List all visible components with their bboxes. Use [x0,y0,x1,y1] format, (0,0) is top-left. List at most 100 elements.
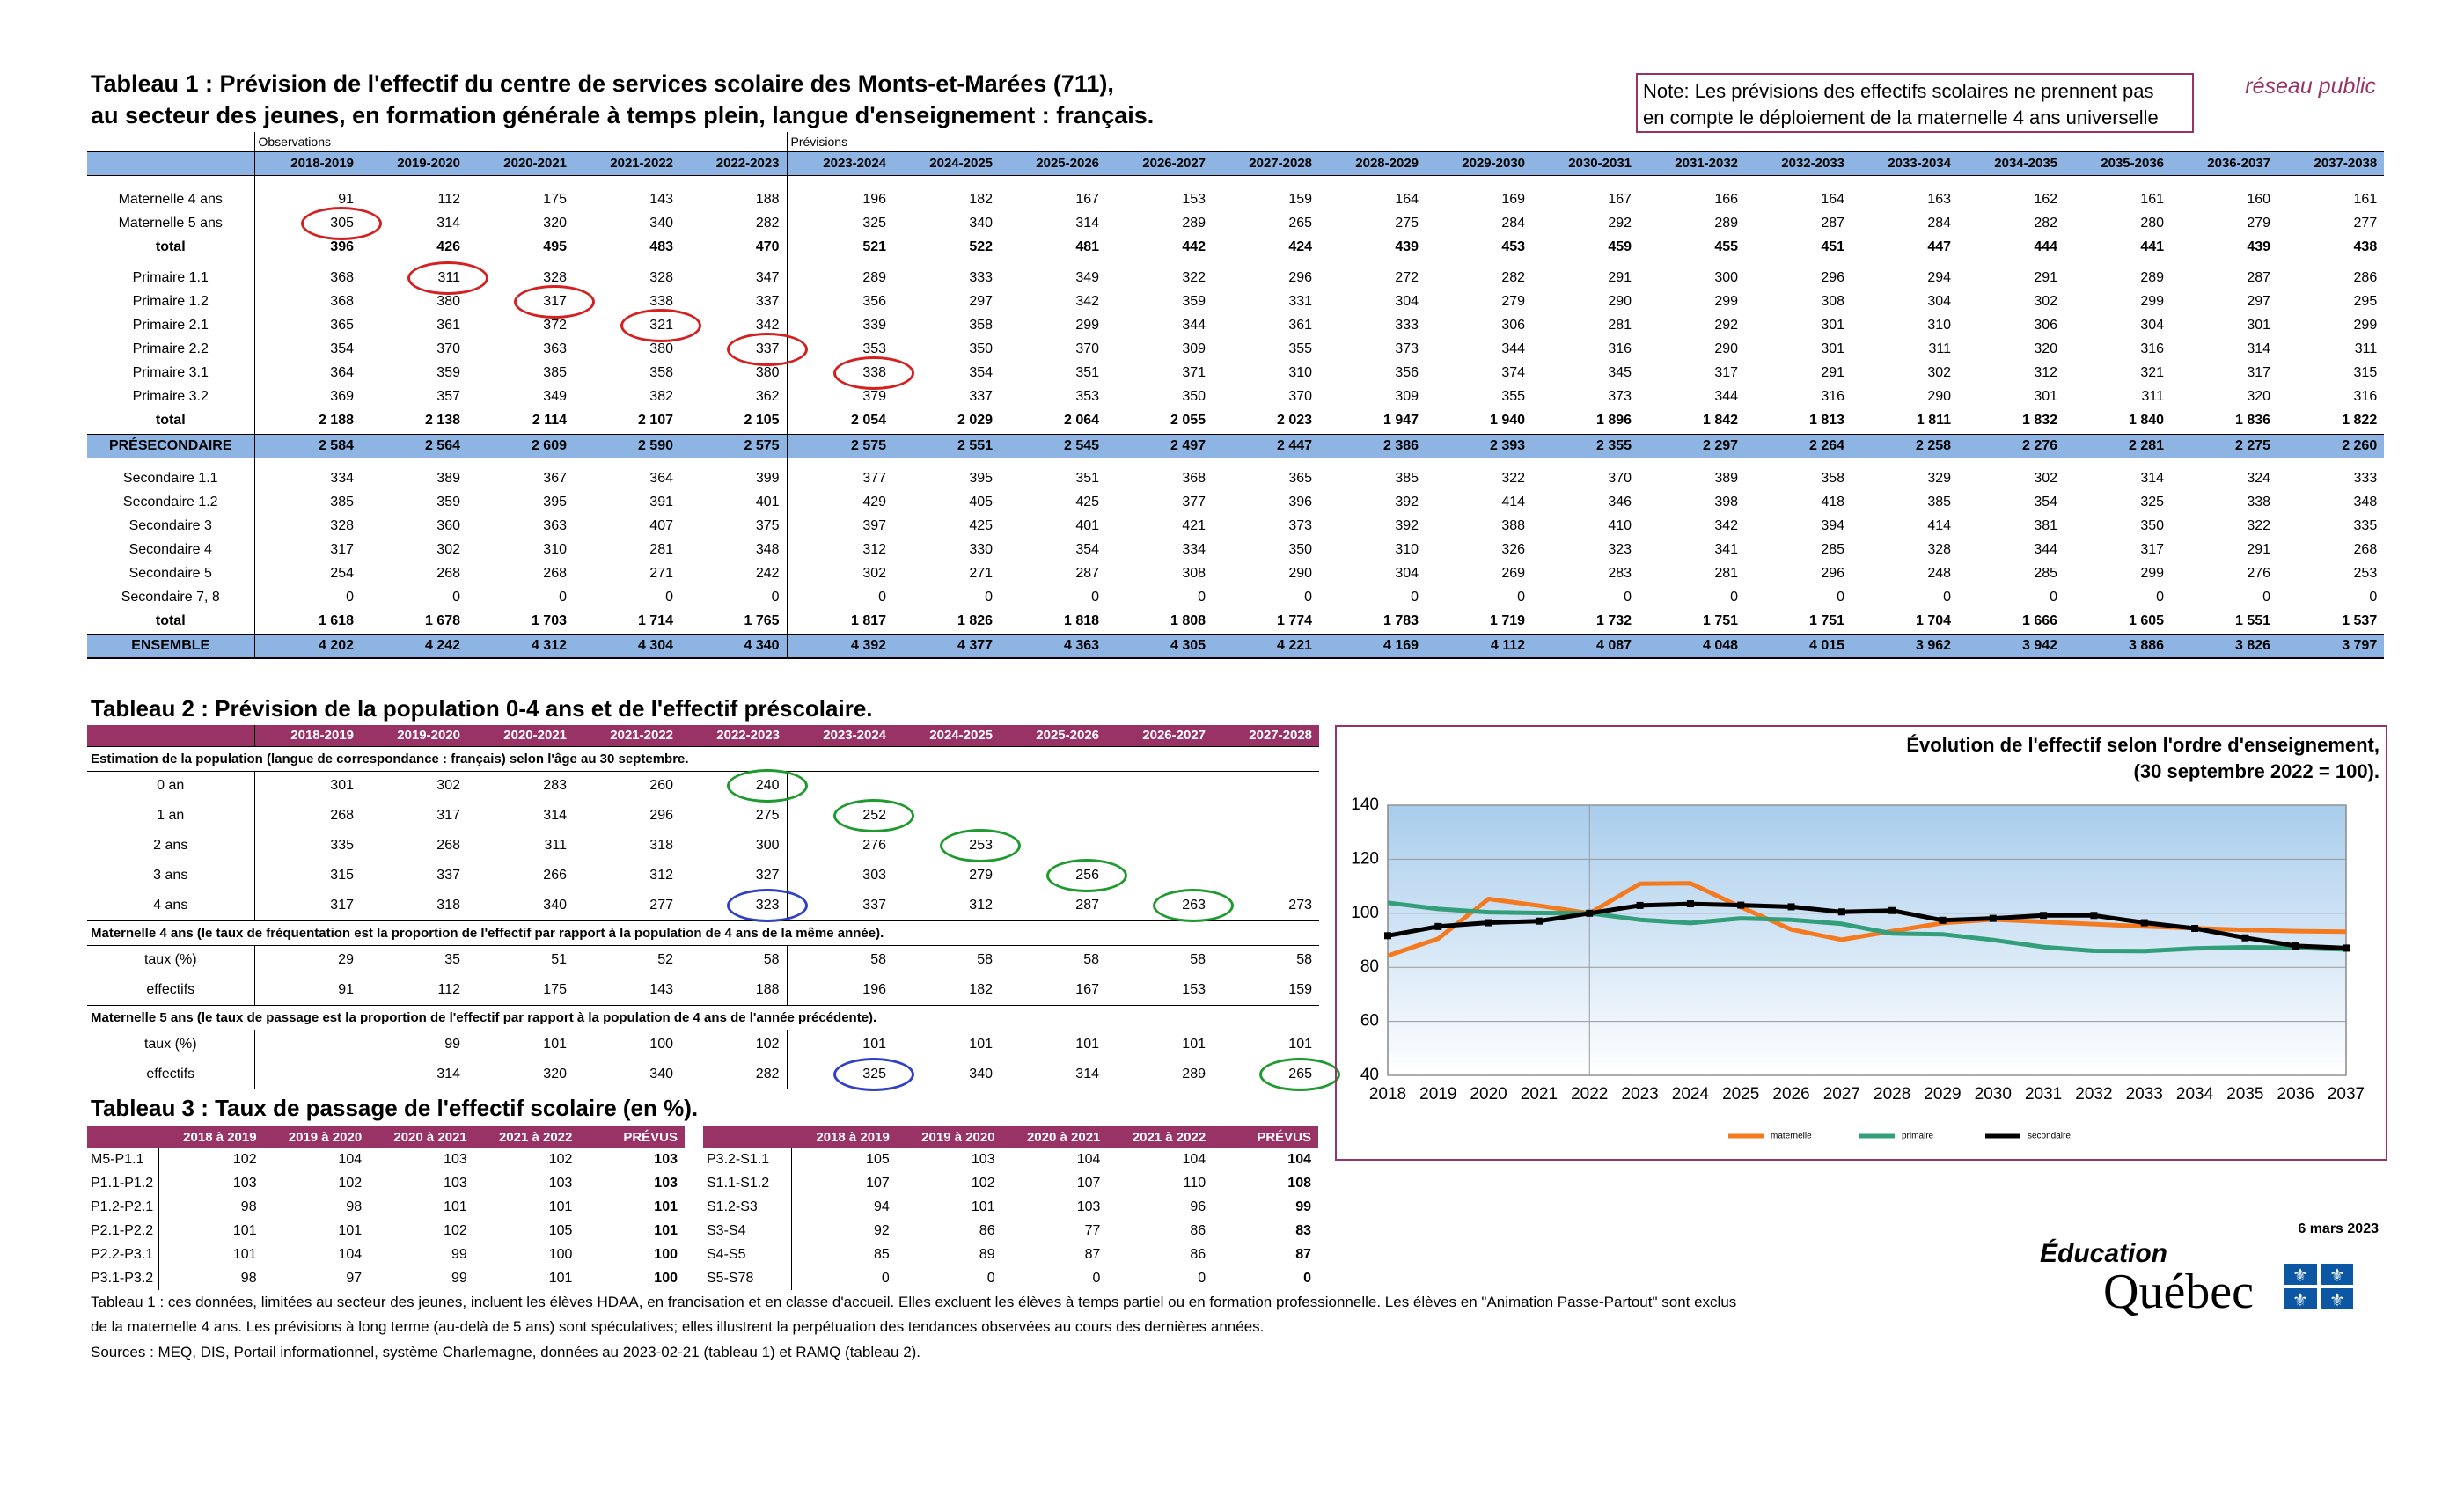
column-header: 2020 à 2021 [1001,1126,1108,1148]
cell: 105 [548,1222,573,1238]
cell: 102 [548,1151,573,1167]
column-header: 2036-2037 [2171,150,2278,176]
cell: 263 [1106,888,1234,922]
cell: 315 [2353,364,2378,380]
row-label: S5-S78 [703,1266,792,1290]
cell: 290 [1288,565,1313,581]
cell: 101 [543,1037,567,1052]
data-row: P1.2-P2.1 98 98 101 101 101 [87,1195,685,1219]
cell: 101 [654,1222,678,1238]
cell [787,458,2384,466]
cell: 355 [1501,388,1526,404]
cell: 344 [1182,317,1206,333]
cell: 3 826 [2171,634,2278,659]
cell: 2 545 [1000,433,1107,458]
cell: 398 [1714,494,1739,510]
cell: 1 836 [2234,412,2271,428]
column-header: 2031-2032 [1639,150,1746,176]
row-label: ENSEMBLE [87,634,255,659]
cell [87,633,255,634]
cell: 348 [2353,494,2378,510]
cell: 331 [1288,293,1313,309]
data-row: Secondaire 4 317 302 310 281 348 312 330 354 334 3… [87,538,2384,561]
point-marker [1384,932,1391,940]
cell [1213,801,1319,831]
cell: 342 [1075,293,1100,309]
cell: 268 [436,838,460,853]
cell: 281 [1608,317,1632,333]
point-marker [1837,908,1845,916]
cell: 388 [1501,517,1526,533]
cell: 1 813 [1808,412,1845,428]
data-row: 0 an 301 302 283 260 240 [87,768,1319,803]
cell: 429 [862,494,887,510]
cell: 99 [444,1037,460,1052]
cell: 317 [330,897,354,913]
cell: 101 [338,1222,363,1238]
column-header: 2025-2026 [1000,725,1106,746]
cell [254,633,788,634]
cell: 309 [1182,341,1206,356]
cell: 373 [1608,388,1632,404]
cell: 104 [338,1246,363,1262]
data-row: taux (%) 99 101 100 102 101 101 101 101 101 [87,1030,1319,1060]
cell: 371 [1182,364,1206,380]
cell: 0 [1730,589,1739,605]
cell: 299 [2353,317,2378,333]
cell: 459 [1608,238,1632,254]
cell: 3 886 [2064,634,2172,659]
row-label: P3.2-S1.1 [703,1148,792,1171]
cell: 351 [1075,364,1100,380]
logo-text: Québec [2103,1265,2255,1319]
row-label: 4 ans [87,891,255,920]
header-row: 2018-2019 2019-2020 2020-2021 2021-2022 2022… [87,150,2385,176]
cell: 439 [1395,238,1419,254]
flag-quarter [2284,1288,2317,1309]
cell: 287 [1821,215,1845,231]
logo-flag: ⚜ ⚜ ⚜ ⚜ [2284,1264,2353,1309]
y-tick-label: 60 [1360,1012,1379,1030]
cell: 289 [1182,215,1206,231]
cell: 4 015 [1745,634,1852,659]
flag-quarter [2321,1264,2353,1285]
data-row: 1 an 268 317 314 296 275 252 [87,799,1319,832]
cell: 357 [436,388,460,404]
cell: 302 [862,565,887,581]
cell: 1 551 [2234,612,2271,628]
cell: 361 [436,317,460,333]
cell: 169 [1501,191,1526,207]
cell [87,259,255,266]
cell: 275 [680,801,788,831]
data-row: effectifs 314 320 340 282 325 340 314 289 265 [87,1058,1340,1091]
cell: 89 [979,1246,995,1262]
cell: 105 [866,1151,890,1167]
x-tick-label: 2029 [1924,1085,1961,1104]
cell: 368 [1182,470,1206,486]
cell: 426 [436,238,460,254]
cell: 311 [544,838,567,853]
total-row: total 396 426 495 483 470 521 522 481 442 424 439 45… [87,235,2384,259]
data-row: P2.2-P3.1 101 104 99 100 100 [87,1243,685,1266]
cell: 2 029 [957,412,994,428]
cell: 354 [969,364,994,380]
row-label: taux (%) [87,945,255,975]
cell [1106,771,1213,801]
cell: 344 [1501,341,1526,356]
cell [703,1126,791,1148]
cell: 162 [2034,191,2058,207]
row-label: Primaire 1.1 [87,266,255,290]
cell [87,432,255,434]
cell: 0 [2262,589,2271,605]
fleur-de-lis: ⚜ [2292,1289,2308,1309]
row-label: Secondaire 5 [87,561,255,585]
cell: 4 392 [787,634,894,659]
column-header: 2024-2025 [893,725,1000,746]
cell: 29 [338,952,354,968]
cell: 414 [1927,517,1952,533]
cell: 4 221 [1213,634,1320,659]
column-header: PRÉVUS [579,1126,685,1148]
cell: 1 537 [2342,612,2378,628]
cell: 107 [1076,1175,1101,1191]
cell: 410 [1608,517,1632,533]
